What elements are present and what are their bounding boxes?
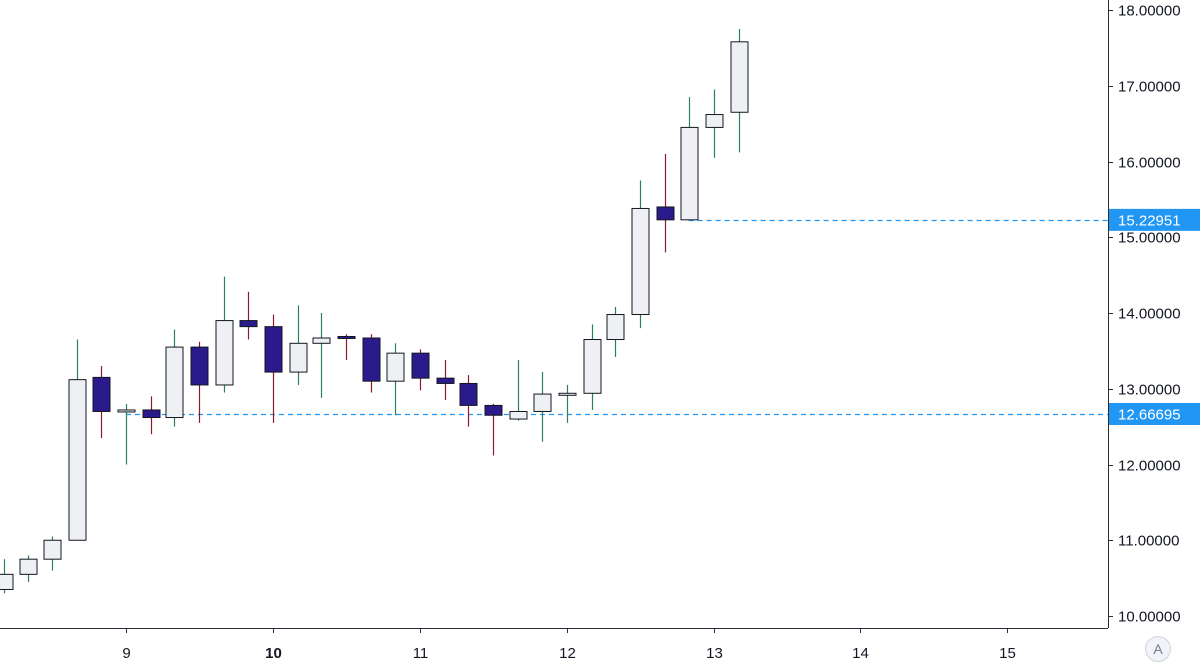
candle xyxy=(312,313,331,398)
candle xyxy=(656,153,675,253)
candle-body xyxy=(362,337,381,382)
candle xyxy=(0,559,14,594)
candle xyxy=(165,329,184,427)
price-tick-label: 16.00000 xyxy=(1118,155,1181,172)
time-tick-label: 13 xyxy=(706,645,723,662)
candle xyxy=(386,343,405,416)
candle xyxy=(68,339,87,541)
time-tick-label: 14 xyxy=(852,645,869,662)
price-tick-label: 10.00000 xyxy=(1118,609,1181,626)
candle-body xyxy=(337,335,356,339)
price-tags: 15.22951 12.66695 xyxy=(1109,208,1200,425)
candle xyxy=(43,536,62,571)
candle-body xyxy=(264,326,283,373)
horizontal-lines xyxy=(125,219,1108,416)
candle-body xyxy=(631,207,650,316)
candle-body xyxy=(411,352,430,379)
time-tick-label: 12 xyxy=(559,645,576,662)
candle xyxy=(436,359,455,401)
candle xyxy=(19,555,38,582)
candle-body xyxy=(92,376,111,412)
candle-body xyxy=(165,346,184,419)
candle-body xyxy=(509,410,528,420)
auto-scale-button[interactable]: A xyxy=(1145,636,1171,662)
candles xyxy=(0,28,749,594)
price-tag-label: 15.22951 xyxy=(1118,212,1181,229)
candle-body xyxy=(705,114,724,128)
candle xyxy=(337,334,356,360)
price-tick-label: 14.00000 xyxy=(1118,306,1181,323)
candle-body xyxy=(43,539,62,560)
candle xyxy=(606,306,625,357)
candle xyxy=(264,314,283,423)
price-axis[interactable]: 10.00000 11.00000 12.00000 13.00000 14.00000… xyxy=(1108,3,1181,626)
candle-body xyxy=(656,206,675,221)
time-tick-label: 10 xyxy=(265,645,282,662)
candle-body xyxy=(459,382,478,406)
candle-body xyxy=(19,558,38,575)
time-tick-label: 9 xyxy=(122,645,130,662)
price-tick-label: 13.00000 xyxy=(1118,382,1181,399)
candle-body xyxy=(484,404,503,416)
time-tick-label: 15 xyxy=(999,645,1016,662)
candle-body xyxy=(239,320,258,328)
candle xyxy=(631,180,650,329)
candle-body xyxy=(312,337,331,344)
price-tick-label: 18.00000 xyxy=(1118,3,1181,20)
candle xyxy=(533,372,552,442)
candle-body xyxy=(68,379,87,541)
candle xyxy=(289,305,308,385)
time-axis[interactable]: 9 10 11 12 13 14 15 xyxy=(122,628,1016,662)
price-tag-bg xyxy=(1109,208,1200,231)
candle-body xyxy=(142,409,161,419)
candle-body xyxy=(215,320,234,386)
candle xyxy=(459,375,478,427)
time-tick-label: 11 xyxy=(413,645,429,662)
candle xyxy=(730,28,749,153)
candle xyxy=(411,349,430,391)
candle xyxy=(92,366,111,438)
candle xyxy=(484,403,503,456)
price-tick-label: 15.00000 xyxy=(1118,230,1181,247)
candle-body xyxy=(730,41,749,113)
candle xyxy=(142,396,161,435)
candle-body xyxy=(606,314,625,341)
candle-body xyxy=(289,342,308,373)
candle-body xyxy=(558,392,577,396)
candle xyxy=(215,276,234,393)
candle-body xyxy=(386,352,405,382)
candle xyxy=(680,97,699,221)
candle-body xyxy=(583,339,602,394)
candle xyxy=(362,334,381,393)
candle-body xyxy=(436,377,455,384)
candle-body xyxy=(680,126,699,221)
price-tag-label: 12.66695 xyxy=(1118,406,1181,423)
candle-body xyxy=(117,409,136,413)
candle-body xyxy=(533,393,552,412)
price-tick-label: 17.00000 xyxy=(1118,79,1181,96)
candle-body xyxy=(190,346,209,386)
candle xyxy=(705,89,724,158)
candle xyxy=(117,403,136,465)
candle xyxy=(239,291,258,340)
candle xyxy=(190,341,209,423)
price-tag-bg xyxy=(1109,402,1200,425)
candle xyxy=(509,359,528,421)
candle xyxy=(558,384,577,423)
candle-body xyxy=(0,573,14,590)
candle xyxy=(583,324,602,410)
price-tick-label: 11.00000 xyxy=(1118,533,1179,550)
price-tick-label: 12.00000 xyxy=(1118,458,1181,475)
